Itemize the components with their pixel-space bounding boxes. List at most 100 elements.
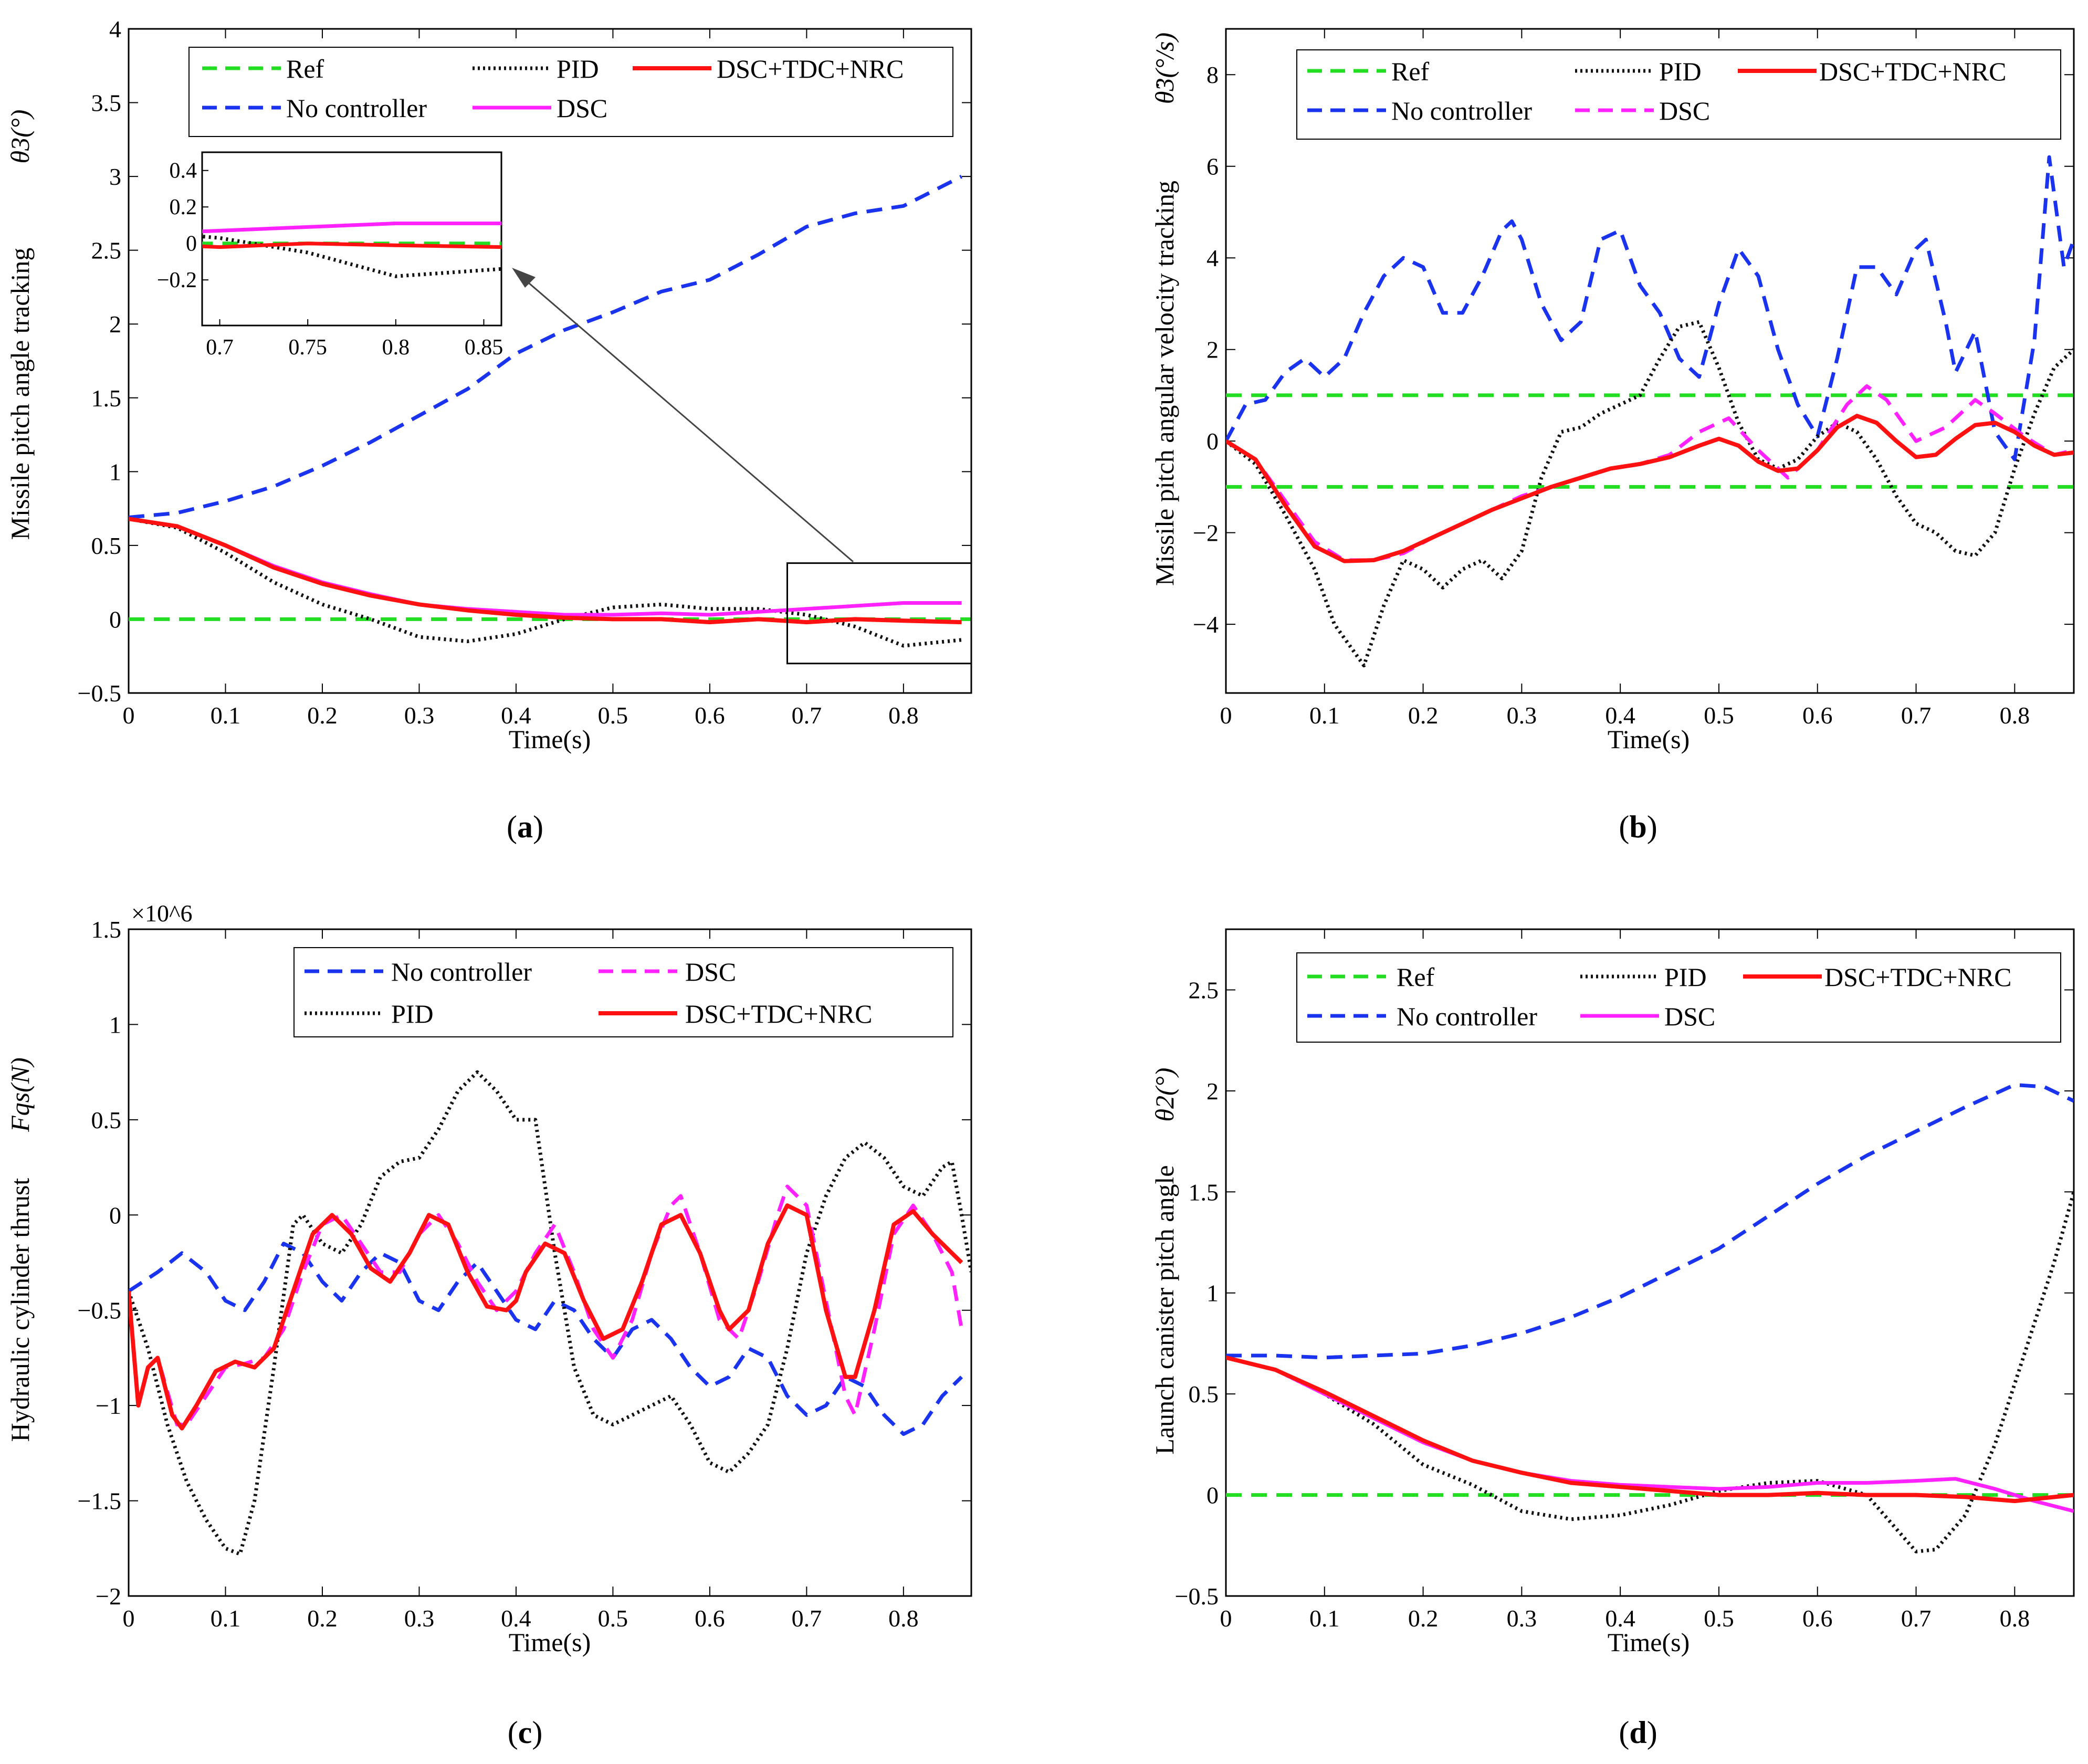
y-axis-symbol-d: θ2(°) [1150, 1068, 1179, 1122]
y-tick-label: 6 [1206, 153, 1219, 180]
x-tick-label: 0 [123, 1605, 135, 1632]
y-axis-text-b: Missile pitch angular velocity tracking [1150, 181, 1179, 586]
x-tick-label: 0.7 [792, 1605, 822, 1632]
y-tick-label: −0.5 [78, 680, 121, 707]
y-tick-label: 0.5 [91, 532, 122, 559]
y-axis-text-d: Launch canister pitch angle [1150, 1165, 1179, 1454]
x-axis-label-a: Time(s) [509, 724, 591, 754]
x-tick-label: 0.8 [2000, 702, 2030, 729]
x-tick-label: 0.7 [792, 702, 822, 729]
axis-ticks-b: 0 0.1 0.2 0.3 0.4 0.5 0.6 0.7 0.8 −4 −2 0 2 4 6 8 [1193, 29, 2074, 729]
y-axis-label-c: Hydraulic cylinder thrust Fqs(N) [5, 1057, 35, 1442]
inset-x-tick-label: 0.7 [206, 335, 234, 360]
legend-b: Ref PID DSC+TDC+NRC No controller DSC [1296, 49, 2061, 140]
legend-label-ref: Ref [1397, 962, 1435, 992]
x-tick-label: 0.6 [1802, 1605, 1833, 1632]
x-tick-label: 0.5 [598, 702, 628, 729]
y-tick-label: 3 [109, 163, 121, 190]
inset-x-tick-label: 0.75 [288, 335, 327, 360]
y-tick-label: −0.5 [1175, 1583, 1219, 1610]
x-tick-label: 0.8 [888, 1605, 919, 1632]
x-tick-label: 0.8 [2000, 1605, 2030, 1632]
plot-frame-a [128, 28, 972, 694]
axis-ticks-a: 0 0.1 0.2 0.3 0.4 0.5 0.6 0.7 0.8−0.500.511.522.… [78, 16, 971, 729]
caption-a: (a) [507, 810, 543, 844]
legend-label-dsc: DSC [1664, 1002, 1715, 1031]
x-tick-label: 0.6 [1802, 702, 1833, 729]
inset-series-dsc-tdc-nrc [202, 242, 501, 249]
x-tick-label: 0.5 [1704, 1605, 1734, 1632]
series-pid [1226, 320, 2074, 668]
y-tick-label: 1.5 [91, 916, 122, 943]
y-tick-label: −4 [1193, 611, 1219, 638]
y-tick-label: −2 [1193, 520, 1219, 547]
x-tick-label: 0 [1220, 702, 1232, 729]
x-tick-label: 0.1 [1309, 702, 1340, 729]
series-pid [129, 517, 962, 648]
y-tick-label: −2 [96, 1583, 121, 1610]
series-dsc-tdc-nrc [1226, 1356, 2074, 1504]
y-tick-label: 8 [1206, 61, 1219, 88]
y-tick-label: 4 [109, 16, 121, 43]
legend-label-dsc-tdc-nrc: DSC+TDC+NRC [1819, 57, 2006, 86]
x-tick-label: 0.2 [1408, 1605, 1439, 1632]
y-tick-label: 2.5 [1189, 976, 1219, 1003]
axis-ticks-c: 0 0.1 0.2 0.3 0.4 0.5 0.6 0.7 0.8 −2 −1.5 −1 −0.5 0 0.… [78, 916, 971, 1632]
caption-b: (b) [1619, 810, 1657, 844]
inset-y-tick-label: 0.2 [170, 195, 197, 219]
x-tick-label: 0.8 [888, 702, 919, 729]
legend-label-pid: PID [1664, 962, 1707, 992]
y-tick-label: 0 [109, 1202, 121, 1228]
series-layer-a [129, 174, 971, 648]
series-dsc-tdc-nrc [129, 517, 962, 625]
y-tick-label: 1 [109, 1011, 121, 1038]
x-tick-label: 0.1 [211, 702, 241, 729]
series-no-controller [1226, 1083, 2074, 1360]
zoom-box-a [786, 562, 972, 665]
y-tick-label: −1 [96, 1392, 121, 1419]
x-tick-label: 0.7 [1901, 702, 1932, 729]
x-tick-label: 0.7 [1901, 1605, 1932, 1632]
series-pid [1226, 1191, 2074, 1553]
y-axis-label-a: Missile pitch angle tracking θ3(°) [5, 110, 35, 540]
y-axis-symbol-b: θ̇3(°/s) [1150, 33, 1179, 104]
legend-label-pid: PID [557, 54, 599, 83]
x-tick-label: 0 [123, 702, 135, 729]
series-layer-c [129, 1070, 971, 1556]
inset-x-tick-label: 0.85 [465, 335, 503, 360]
legend-label-dsc-tdc-nrc: DSC+TDC+NRC [717, 54, 904, 83]
legend-box-c [293, 947, 953, 1037]
legend-box-b [1296, 49, 2061, 140]
y-multiplier-c: ×10^6 [131, 900, 193, 927]
axis-ticks-d: 0 0.1 0.2 0.3 0.4 0.5 0.6 0.7 0.8−0.500.511.522.… [1175, 929, 2074, 1632]
series-pid [129, 1070, 971, 1556]
inset-series-dsc [202, 222, 501, 234]
legend-label-no-controller: No controller [1391, 96, 1532, 125]
plot-frame-c [128, 928, 972, 1597]
legend-label-dsc-tdc-nrc: DSC+TDC+NRC [685, 999, 872, 1028]
inset-y-tick-label: 0 [186, 232, 197, 256]
y-tick-label: 4 [1206, 245, 1219, 271]
inset-a: 0.7 0.75 0.8 0.85 −0.2 0 0.2 0.4 [157, 151, 503, 360]
zoom-arrow-head-a [512, 268, 536, 288]
legend-d: Ref PID DSC+TDC+NRC No controller DSC [1296, 952, 2061, 1043]
series-no-controller [1226, 155, 2074, 461]
x-tick-label: 0.4 [1605, 1605, 1635, 1632]
legend-label-dsc: DSC [557, 93, 607, 123]
x-tick-label: 0.1 [211, 1605, 241, 1632]
legend-box-d [1296, 952, 2061, 1043]
series-dsc [1226, 384, 2074, 562]
y-tick-label: 3.5 [91, 90, 122, 117]
x-axis-label-d: Time(s) [1608, 1628, 1690, 1657]
series-no-controller [129, 1242, 963, 1436]
y-tick-label: 2 [109, 311, 121, 338]
x-axis-label-b: Time(s) [1608, 724, 1690, 754]
y-tick-label: 1.5 [91, 385, 122, 412]
series-layer-b [1226, 155, 2074, 668]
inset-y-tick-label: −0.2 [157, 268, 197, 292]
y-tick-label: 2.5 [91, 237, 122, 264]
legend-label-dsc: DSC [685, 957, 736, 986]
series-no-controller [129, 174, 963, 519]
y-tick-label: 0 [1206, 1482, 1219, 1509]
